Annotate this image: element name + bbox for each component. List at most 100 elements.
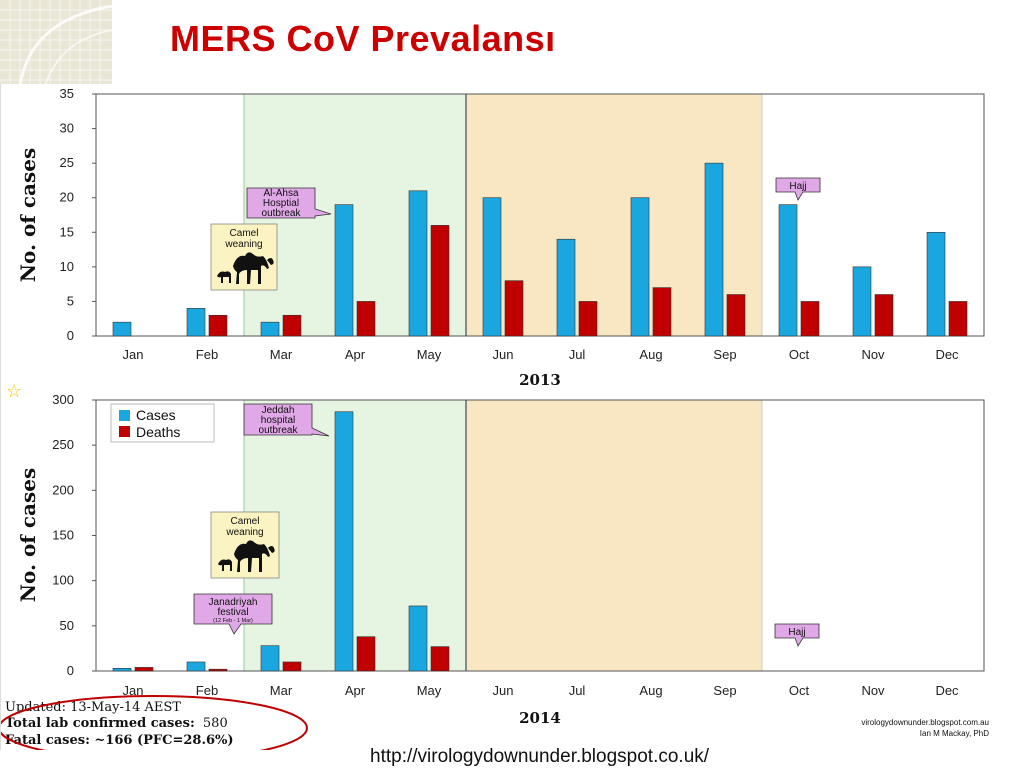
total-cases-value: 580	[203, 716, 228, 731]
x-tick-label: Jan	[123, 347, 144, 362]
x-tick-label: Sep	[713, 347, 736, 362]
x-tick-label: Aug	[639, 683, 662, 698]
fatal-cases: Fatal cases: ~166 (PFC=28.6%)	[5, 733, 234, 748]
bar-cases	[408, 190, 428, 337]
camel-icon	[217, 252, 274, 284]
x-tick-label: Feb	[196, 347, 218, 362]
legend-swatch-cases	[119, 410, 130, 421]
y-tick-label: 0	[67, 663, 74, 678]
bar-deaths	[800, 301, 820, 337]
x-tick-label: Oct	[789, 347, 810, 362]
y-tick-label: 20	[60, 190, 74, 205]
credit-site: virologydownunder.blogspot.com.au	[861, 718, 989, 727]
bar-cases	[334, 204, 354, 337]
callout-hajj-2013: Hajj	[775, 177, 821, 201]
legend-label-deaths: Deaths	[136, 424, 180, 440]
festival-label-line2: festival	[217, 607, 248, 618]
bar-cases	[482, 197, 502, 337]
corner-decoration	[0, 0, 112, 86]
x-tick-label: Mar	[270, 683, 293, 698]
y-tick-label: 10	[60, 259, 74, 274]
bar-cases	[630, 197, 650, 337]
y-tick-label: 5	[67, 293, 74, 308]
bar-cases	[778, 204, 798, 337]
season-band-spring	[244, 400, 466, 671]
bar-deaths	[874, 294, 894, 337]
bar-cases	[186, 661, 206, 672]
callout-al-ahsa-line1: Al-Ahsa	[263, 188, 298, 199]
chart-legend: Cases Deaths	[110, 403, 215, 443]
bar-cases	[704, 162, 724, 337]
bar-deaths	[282, 314, 302, 337]
slide-title: MERS CoV Prevalansı	[170, 18, 556, 59]
y-tick-label: 100	[52, 573, 74, 588]
bar-deaths	[948, 301, 968, 337]
callout-al-ahsa-line3: outbreak	[262, 208, 302, 219]
y-tick-label: 0	[67, 328, 74, 343]
x-tick-label: Jun	[493, 347, 514, 362]
bar-cases	[112, 667, 132, 672]
callout-jeddah-line1: Jeddah	[262, 405, 295, 416]
source-url[interactable]: http://virologydownunder.blogspot.co.uk/	[370, 746, 710, 767]
camel-label-line2-2014: weaning	[225, 527, 263, 538]
camel-label-line1-2013: Camel	[230, 228, 259, 239]
bar-cases	[334, 411, 354, 672]
bar-cases	[408, 605, 428, 672]
bar-deaths	[208, 314, 228, 337]
bar-deaths	[430, 646, 450, 672]
x-tick-label: Aug	[639, 347, 662, 362]
footer-summary: Updated: 13-May-14 AEST Total lab confir…	[1, 695, 308, 750]
callout-al-ahsa-line2: Hosptial	[263, 198, 299, 209]
y-tick-label: 30	[60, 121, 74, 136]
bar-deaths	[652, 287, 672, 337]
callout-camel-weaning-2013: Camel weaning	[210, 223, 278, 291]
x-tick-label: Jan	[123, 683, 144, 698]
plot-frame	[95, 93, 985, 337]
x-tick-label: Dec	[935, 347, 959, 362]
highlight-ellipse	[1, 695, 308, 750]
bar-deaths	[282, 661, 302, 672]
y-tick-label: 15	[60, 224, 74, 239]
y-tick-label: 300	[52, 392, 74, 407]
bar-deaths	[356, 301, 376, 337]
credit-author: Ian M Mackay, PhD	[920, 729, 989, 738]
festival-label-line1: Janadriyah	[209, 597, 258, 608]
x-tick-label: Apr	[345, 347, 366, 362]
x-tick-label: Nov	[861, 683, 885, 698]
bar-cases	[260, 645, 280, 672]
x-tick-label: Apr	[345, 683, 366, 698]
bar-deaths	[430, 225, 450, 337]
x-tick-label: Jul	[569, 683, 586, 698]
camel-label-line2-2013: weaning	[224, 239, 262, 250]
bar-cases	[260, 321, 280, 337]
bar-cases	[186, 308, 206, 337]
x-tick-label: Oct	[789, 683, 810, 698]
bar-cases	[112, 321, 132, 337]
y-tick-label: 250	[52, 437, 74, 452]
festival-date-note: (12 Feb - 1 Mar)	[213, 618, 253, 624]
camel-label-line1-2014: Camel	[231, 516, 260, 527]
y-tick-label: 50	[60, 618, 74, 633]
year-label: 2013	[519, 371, 561, 389]
legend-swatch-deaths	[119, 426, 130, 437]
y-tick-label: 200	[52, 482, 74, 497]
bar-cases	[556, 238, 576, 337]
x-tick-label: May	[417, 347, 442, 362]
y-tick-label: 150	[52, 528, 74, 543]
hajj-label-2014: Hajj	[788, 627, 805, 638]
bar-cases	[926, 231, 946, 337]
bar-deaths	[356, 636, 376, 672]
chart-figure: 0 5 10 15 20 25 30 35 No. of cases Jan Feb Mar Apr Ma…	[1, 86, 989, 750]
callout-al-ahsa-outbreak: Al-Ahsa Hosptial outbreak	[246, 187, 332, 219]
x-tick-label: Nov	[861, 347, 885, 362]
legend-label-cases: Cases	[136, 407, 176, 423]
callout-jeddah-line2: hospital	[261, 415, 295, 426]
y-axis-label: No. of cases	[16, 148, 40, 282]
x-tick-label: Mar	[270, 347, 293, 362]
bar-deaths	[134, 667, 154, 672]
season-band-summer	[466, 400, 762, 671]
chart-panel: 0 5 10 15 20 25 30 35 No. of cases Jan Feb Mar Apr Ma…	[0, 84, 1001, 750]
y-tick-label: 25	[60, 155, 74, 170]
y-tick-label: 35	[60, 86, 74, 101]
bar-deaths	[208, 668, 228, 672]
